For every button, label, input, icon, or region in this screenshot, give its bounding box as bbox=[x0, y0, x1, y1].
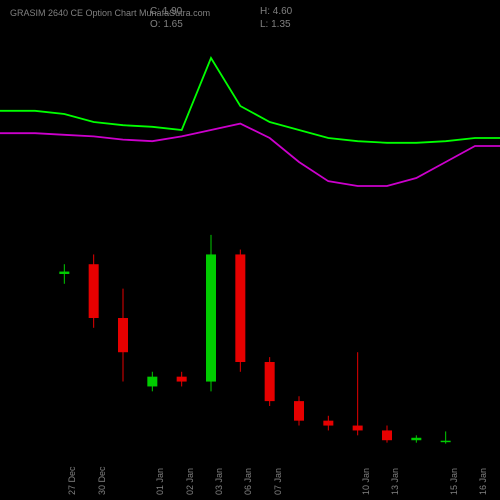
x-axis-label: 13 Jan bbox=[390, 455, 395, 495]
candle-body bbox=[323, 421, 333, 426]
high-value: 4.60 bbox=[273, 6, 292, 17]
x-axis-label: 10 Jan bbox=[361, 455, 366, 495]
high-readout: H: 4.60 bbox=[260, 5, 320, 18]
close-readout: C: 1.90 bbox=[150, 5, 210, 18]
x-axis-label: 01 Jan bbox=[155, 455, 160, 495]
candle-body bbox=[353, 426, 363, 431]
x-axis-label: 06 Jan bbox=[243, 455, 248, 495]
ohlc-block: C: 1.90 H: 4.60 O: 1.65 L: 1.35 bbox=[150, 5, 320, 31]
x-axis: 27 Dec 30 Dec 01 Jan 02 Jan 03 Jan 06 Jan 07 J… bbox=[0, 450, 500, 500]
candle-body bbox=[235, 254, 245, 362]
candle-body bbox=[177, 377, 187, 382]
x-axis-label: 02 Jan bbox=[185, 455, 190, 495]
indicator-line-1 bbox=[0, 58, 500, 143]
low-value: 1.35 bbox=[271, 19, 290, 30]
x-axis-label: 15 Jan bbox=[449, 455, 454, 495]
candle-body bbox=[147, 377, 157, 387]
candle-body bbox=[294, 401, 304, 421]
indicator-line-2 bbox=[0, 124, 500, 186]
candle-body bbox=[265, 362, 275, 401]
candle-body bbox=[59, 272, 69, 274]
candle-body bbox=[118, 318, 128, 352]
x-axis-label: 30 Dec bbox=[97, 455, 102, 495]
chart-canvas bbox=[0, 30, 500, 450]
candle-body bbox=[411, 438, 421, 440]
open-value: 1.65 bbox=[163, 19, 182, 30]
candle-body bbox=[382, 430, 392, 440]
candle-body bbox=[206, 254, 216, 381]
close-label: C: bbox=[150, 6, 160, 17]
x-axis-label: 27 Dec bbox=[67, 455, 72, 495]
close-value: 1.90 bbox=[163, 6, 182, 17]
open-label: O: bbox=[150, 19, 161, 30]
high-label: H: bbox=[260, 6, 270, 17]
x-axis-label: 07 Jan bbox=[273, 455, 278, 495]
candle-body bbox=[89, 264, 99, 318]
low-label: L: bbox=[260, 19, 268, 30]
candle-body bbox=[441, 441, 451, 442]
x-axis-label: 03 Jan bbox=[214, 455, 219, 495]
x-axis-label: 16 Jan bbox=[478, 455, 483, 495]
